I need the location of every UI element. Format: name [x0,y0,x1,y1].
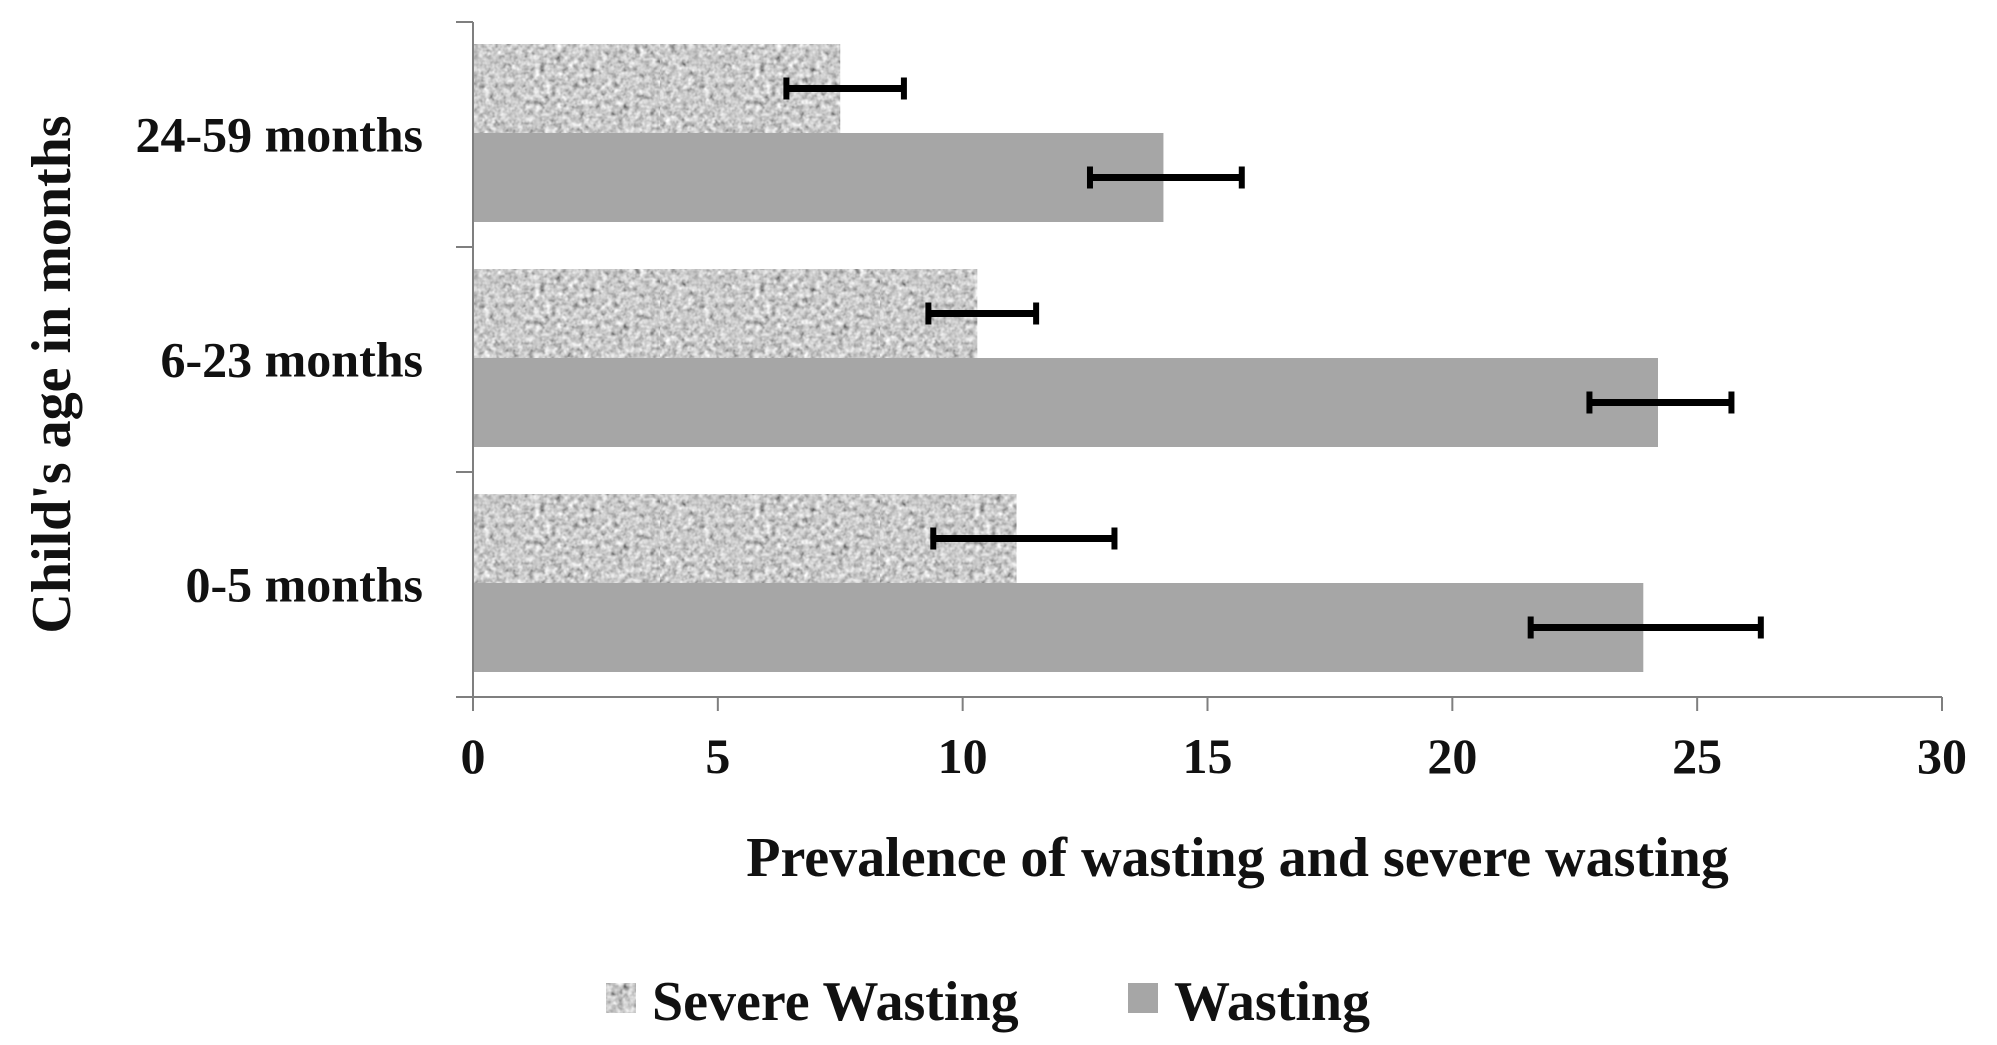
legend-swatch-severe-wasting [606,983,636,1013]
bar-severe-wasting-0-5-months [473,494,1017,583]
bar-wasting-6-23-months [473,358,1658,447]
x-tick-label-25: 25 [1672,728,1722,784]
legend-swatch-wasting [1128,983,1158,1013]
bar-severe-wasting-6-23-months [473,269,978,358]
legend-label-wasting: Wasting [1174,971,1370,1033]
y-ticks-layer: 0-5 months 6-23 months 24-59 months [135,21,473,698]
x-tick-label-5: 5 [705,728,730,784]
bars-layer [473,44,1658,672]
x-axis-title: Prevalence of wasting and severe wasting [746,827,1729,889]
x-ticks-layer: 0 5 10 15 20 25 30 [461,697,1967,784]
x-tick-label-30: 30 [1917,728,1967,784]
bar-wasting-0-5-months [473,583,1644,672]
x-tick-label-20: 20 [1427,728,1477,784]
bar-wasting-24-59-months [473,133,1164,222]
x-tick-label-0: 0 [461,728,486,784]
y-axis-title: Child's age in months [21,115,83,633]
y-tick-label-24-59-months: 24-59 months [135,107,423,163]
x-tick-label-15: 15 [1183,728,1233,784]
legend-label-severe-wasting: Severe Wasting [652,971,1019,1033]
y-tick-label-6-23-months: 6-23 months [160,332,423,388]
x-tick-label-10: 10 [938,728,988,784]
error-bars-layer [783,77,1764,639]
legend: Severe Wasting Wasting [606,971,1370,1033]
y-tick-label-0-5-months: 0-5 months [185,557,423,613]
bar-severe-wasting-24-59-months [473,44,841,133]
